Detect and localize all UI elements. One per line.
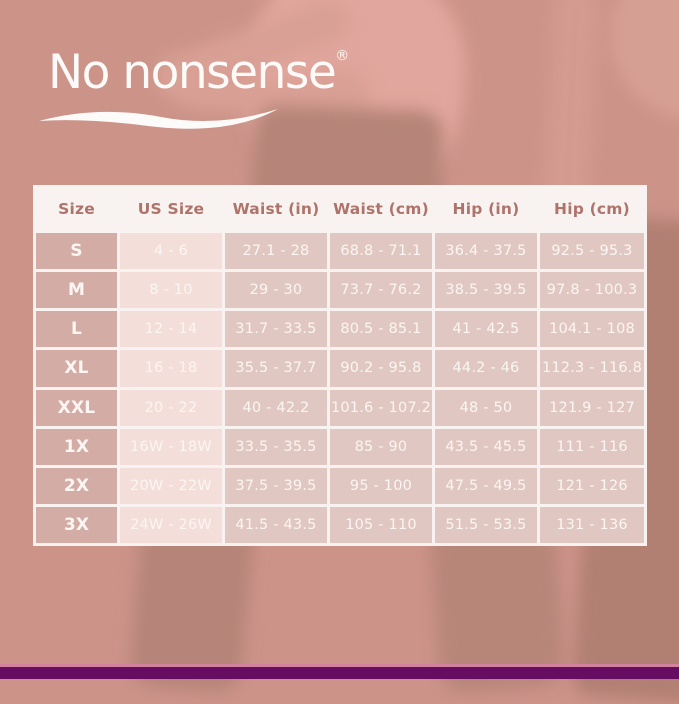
column-header-us-size: US Size [120,188,222,230]
table-cell: 36.4 - 37.5 [435,233,537,270]
table-cell: S [36,233,117,270]
table-cell: XXL [36,389,117,426]
table-cell: M [36,272,117,309]
table-cell: 105 - 110 [330,506,432,543]
table-cell: 80.5 - 85.1 [330,311,432,348]
logo-swoosh-underline-icon [39,109,278,129]
table-cell: 16 - 18 [120,350,222,387]
table-cell: 112.3 - 116.8 [540,350,644,387]
registered-trademark-symbol: ® [335,48,350,64]
table-cell: 33.5 - 35.5 [225,428,327,465]
table-cell: L [36,311,117,348]
table-cell: 38.5 - 39.5 [435,272,537,309]
table-cell: 51.5 - 53.5 [435,506,537,543]
table-cell: 121.9 - 127 [540,389,644,426]
table-cell: 90.2 - 95.8 [330,350,432,387]
table-cell: 47.5 - 49.5 [435,467,537,504]
table-cell: 1X [36,428,117,465]
table-cell: 37.5 - 39.5 [225,467,327,504]
table-cell: 8 - 10 [120,272,222,309]
table-cell: 97.8 - 100.3 [540,272,644,309]
table-cell: 101.6 - 107.2 [330,389,432,426]
table-cell: 92.5 - 95.3 [540,233,644,270]
bottom-accent-bar [0,667,679,679]
column-header-hip-cm: Hip (cm) [540,188,644,230]
table-cell: 111 - 116 [540,428,644,465]
table-cell: 20W - 22W [120,467,222,504]
table-cell: 95 - 100 [330,467,432,504]
table-cell: 3X [36,506,117,543]
table-cell: XL [36,350,117,387]
table-cell: 12 - 14 [120,311,222,348]
table-cell: 73.7 - 76.2 [330,272,432,309]
table-cell: 68.8 - 71.1 [330,233,432,270]
brand-logo-text: No nonsense [48,45,337,100]
column-header-hip-in: Hip (in) [435,188,537,230]
table-cell: 2X [36,467,117,504]
table-cell: 48 - 50 [435,389,537,426]
table-cell: 104.1 - 108 [540,311,644,348]
brand-logo: No nonsense® [48,48,349,96]
table-cell: 35.5 - 37.7 [225,350,327,387]
column-header-waist-cm: Waist (cm) [330,188,432,230]
table-cell: 40 - 42.2 [225,389,327,426]
table-cell: 131 - 136 [540,506,644,543]
table-cell: 85 - 90 [330,428,432,465]
table-cell: 41.5 - 43.5 [225,506,327,543]
table-cell: 41 - 42.5 [435,311,537,348]
size-chart-table: Size US Size Waist (in) Waist (cm) Hip (… [33,185,647,546]
column-header-size: Size [36,188,117,230]
table-cell: 44.2 - 46 [435,350,537,387]
table-cell: 4 - 6 [120,233,222,270]
column-header-waist-in: Waist (in) [225,188,327,230]
table-cell: 27.1 - 28 [225,233,327,270]
table-cell: 24W - 26W [120,506,222,543]
table-cell: 121 - 126 [540,467,644,504]
table-cell: 31.7 - 33.5 [225,311,327,348]
table-cell: 29 - 30 [225,272,327,309]
bottom-accent-line [0,664,679,667]
table-cell: 43.5 - 45.5 [435,428,537,465]
table-cell: 20 - 22 [120,389,222,426]
table-cell: 16W - 18W [120,428,222,465]
corner-highlight-shape [610,0,679,120]
